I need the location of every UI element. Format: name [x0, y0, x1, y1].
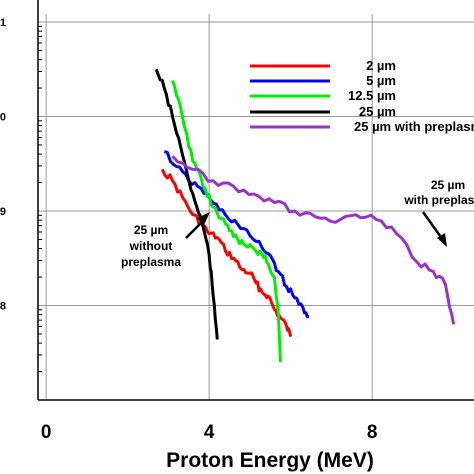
series-line-0	[160, 168, 293, 338]
annotation-without-preplasma-line: 25 µm	[134, 223, 168, 237]
legend-label-4: 25 µm with preplasma	[354, 119, 474, 134]
series-line-4	[171, 155, 456, 325]
series-line-1	[163, 150, 310, 319]
x-axis-label: Proton Energy (MeV)	[166, 449, 374, 472]
x-tick-label: 8	[367, 422, 378, 443]
series-line-2	[171, 80, 282, 363]
annotation-arrowhead-with-preplasma	[437, 233, 447, 247]
annotation-arrow-with-preplasma	[421, 211, 445, 241]
legend-label-2: 12.5 µm	[348, 88, 396, 103]
y-tick-label: 0	[0, 112, 6, 124]
axes	[37, 0, 474, 401]
legend-label-0: 2 µm	[366, 58, 396, 73]
y-tick-label: 1	[0, 17, 6, 29]
annotation-with-preplasma-line: with preplasma	[403, 193, 474, 207]
annotation-with-preplasma-line: 25 µm	[431, 178, 465, 192]
annotation-arrowhead-without-preplasma	[197, 212, 210, 225]
legend-label-3: 25 µm	[359, 104, 396, 119]
y-tick-label: 8	[0, 301, 6, 313]
x-tick-label: 0	[41, 422, 52, 443]
data-series	[154, 68, 456, 363]
series-line-3	[154, 68, 219, 340]
annotation-without-preplasma-line: without	[129, 239, 173, 253]
legend-label-1: 5 µm	[366, 73, 396, 88]
y-tick-label: 9	[0, 206, 6, 218]
annotation-without-preplasma-line: preplasma	[121, 255, 181, 269]
x-tick-label: 4	[204, 422, 215, 443]
grid-lines	[38, 14, 474, 400]
